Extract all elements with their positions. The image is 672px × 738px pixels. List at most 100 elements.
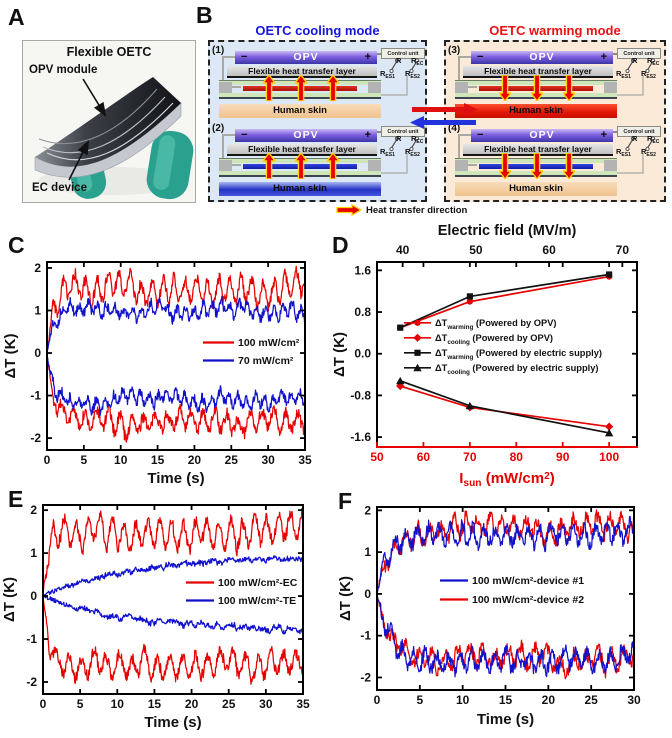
device-photo (23, 41, 195, 202)
svg-text:-1.6: -1.6 (350, 430, 371, 444)
control-unit-wire (377, 131, 382, 133)
resistor-rec-label: REC (411, 134, 424, 145)
resistor-rec-label: REC (647, 56, 660, 67)
svg-text:ΔTwarming (Powered by OPV): ΔTwarming (Powered by OPV) (435, 318, 557, 331)
plus-terminal: + (364, 51, 371, 63)
diagram-number: (3) (448, 45, 461, 56)
svg-text:-1: -1 (360, 629, 371, 643)
heat-flow-arrow-icon (327, 153, 339, 179)
svg-text:-2: -2 (26, 675, 37, 689)
control-unit: Control unit (617, 126, 661, 137)
svg-text:1: 1 (34, 303, 41, 317)
switch-circuit-icon (625, 136, 656, 152)
svg-text:5: 5 (416, 693, 423, 707)
svg-text:2: 2 (30, 503, 37, 517)
svg-text:25: 25 (222, 697, 236, 711)
left-electrode-block (455, 82, 468, 94)
mode-exchange-arrows-icon (410, 103, 478, 129)
right-electrode-block (604, 160, 617, 172)
svg-text:Electric field (MV/m): Electric field (MV/m) (438, 223, 577, 239)
svg-text:25: 25 (584, 693, 598, 707)
plus-terminal: + (600, 51, 607, 63)
heat-flow-arrow-icon (563, 153, 575, 179)
svg-text:1.6: 1.6 (354, 263, 371, 277)
plus-terminal: + (600, 129, 607, 141)
warming-mode-box: (3) − OPV + Control unit R REC RES1 RES2… (444, 40, 666, 202)
human-skin-layer: Human skin (219, 182, 381, 196)
resistor-r-label: R (632, 56, 638, 65)
heat-flow-arrow-icon (531, 75, 543, 101)
opv-label: OPV (293, 51, 319, 64)
resistor-res2-label: RES2 (405, 69, 420, 80)
svg-text:15: 15 (148, 697, 162, 711)
chart-c-delta-t-vs-time: 0 5 10 15 20 25 30 35 -2 -1 0 1 2 Time (s) ΔT (K) 100 m… (0, 230, 330, 495)
svg-text:0: 0 (44, 453, 51, 467)
human-skin-layer: Human skin (219, 104, 381, 118)
diagram-number: (4) (448, 123, 461, 134)
heat-flow-arrow-icon (327, 75, 339, 101)
svg-text:60: 60 (542, 243, 556, 257)
plus-terminal: + (364, 129, 371, 141)
svg-text:-1: -1 (26, 632, 37, 646)
svg-text:40: 40 (396, 243, 410, 257)
switch-circuit-icon (389, 58, 420, 74)
oetc-schematic: (4) − OPV + Control unit R REC RES1 RES2… (447, 123, 661, 199)
chart-d-delta-t-vs-intensity: 50 60 70 80 90 100 40 50 60 70 Electric field (MV/… (330, 218, 672, 495)
svg-text:25: 25 (225, 453, 239, 467)
svg-text:60: 60 (417, 450, 431, 464)
panel-label-d: D (332, 232, 349, 258)
opv-layer: − OPV + (235, 51, 377, 64)
human-skin-layer: Human skin (455, 182, 617, 196)
heat-legend-text: Heat transfer direction (366, 204, 468, 216)
svg-text:-0.8: -0.8 (350, 388, 371, 402)
opv-label: OPV (293, 129, 319, 142)
svg-text:0: 0 (34, 346, 41, 360)
opv-layer: − OPV + (235, 129, 377, 142)
heat-legend: Heat transfer direction (336, 202, 576, 218)
svg-text:-2: -2 (30, 431, 41, 445)
annotation-arrows (68, 78, 107, 181)
svg-text:15: 15 (151, 453, 165, 467)
minus-terminal: − (241, 129, 248, 141)
panel-label-f: F (338, 488, 353, 514)
opv-layer: − OPV + (471, 51, 613, 64)
svg-text:30: 30 (259, 697, 273, 711)
svg-text:10: 10 (114, 453, 128, 467)
switch-circuit-icon (389, 136, 420, 152)
right-electrode-block (368, 160, 381, 172)
svg-text:90: 90 (556, 450, 570, 464)
heat-flow-arrow-icon (295, 75, 307, 101)
control-unit-wire (377, 53, 382, 55)
switch-circuit-icon (625, 58, 656, 74)
chart-e-ec-vs-te: 0 5 10 15 20 25 30 35 -2 -1 0 1 2 Time (s) ΔT (K) 100 m… (0, 485, 330, 738)
svg-text:0.8: 0.8 (354, 305, 371, 319)
svg-text:-2: -2 (360, 670, 371, 684)
right-electrode-block (604, 82, 617, 94)
panel-label-c: C (8, 232, 25, 258)
left-electrode-block (455, 160, 468, 172)
svg-text:70: 70 (463, 450, 477, 464)
control-unit: Control unit (617, 48, 661, 59)
oetc-schematic: (3) − OPV + Control unit R REC RES1 RES2… (447, 45, 661, 121)
panel-label-b: B (196, 2, 213, 28)
svg-text:ΔTcooling (Powered by electric: ΔTcooling (Powered by electric supply) (435, 363, 598, 376)
svg-text:100 mW/cm²-device #2: 100 mW/cm²-device #2 (472, 594, 584, 606)
panel-a-photo: Flexible OETC OPV module EC device (22, 40, 196, 203)
svg-text:Time (s): Time (s) (477, 711, 534, 728)
svg-text:ΔT (K): ΔT (K) (2, 334, 19, 379)
svg-text:Time (s): Time (s) (147, 470, 204, 487)
svg-text:5: 5 (81, 453, 88, 467)
resistor-rec-label: REC (647, 134, 660, 145)
oetc-schematic: (1) − OPV + Control unit R REC RES1 RES2… (211, 45, 425, 121)
svg-text:ΔT (K): ΔT (K) (1, 577, 18, 622)
svg-text:35: 35 (298, 453, 312, 467)
svg-text:20: 20 (542, 693, 556, 707)
heat-arrow-legend-icon (336, 204, 362, 216)
resistor-r-label: R (632, 134, 638, 143)
opv-label: OPV (529, 129, 555, 142)
svg-text:0.0: 0.0 (354, 347, 371, 361)
svg-text:2: 2 (34, 261, 41, 275)
heat-flow-arrow-icon (499, 75, 511, 101)
svg-text:-1: -1 (30, 389, 41, 403)
